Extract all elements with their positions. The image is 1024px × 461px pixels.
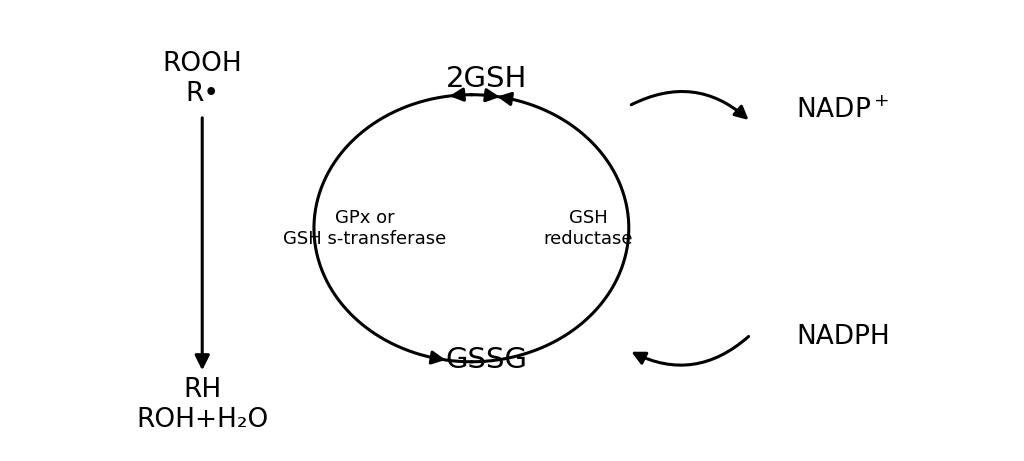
Text: 2GSH: 2GSH: [445, 65, 527, 93]
Text: GPx or
GSH s-transferase: GPx or GSH s-transferase: [283, 209, 446, 248]
Text: GSSG: GSSG: [445, 345, 527, 373]
Text: NADPH: NADPH: [797, 324, 890, 350]
Text: GSH
reductase: GSH reductase: [544, 209, 633, 248]
Text: NADP$^+$: NADP$^+$: [797, 97, 890, 124]
Text: RH
ROH+H₂O: RH ROH+H₂O: [136, 377, 268, 433]
Text: ROOH
R•: ROOH R•: [163, 51, 242, 107]
